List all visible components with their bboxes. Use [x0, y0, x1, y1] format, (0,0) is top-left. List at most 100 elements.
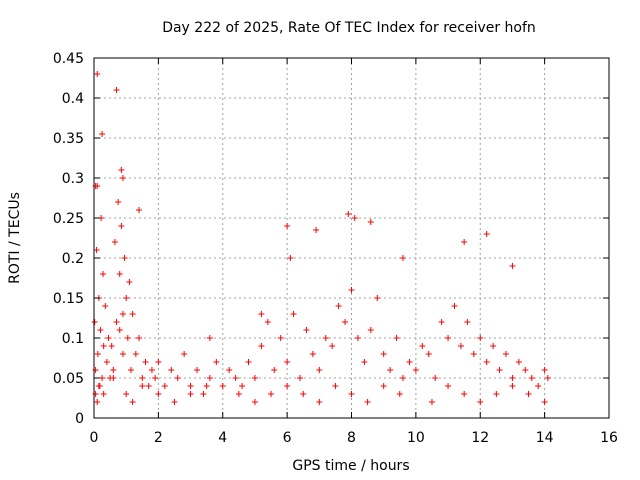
- data-point: [258, 311, 265, 317]
- y-tick-label: 0: [75, 411, 84, 427]
- data-point: [387, 367, 394, 373]
- data-point: [105, 335, 112, 341]
- data-point: [522, 367, 529, 373]
- data-point: [142, 359, 149, 365]
- data-point: [309, 351, 316, 357]
- data-point: [287, 255, 294, 261]
- x-tick-label: 2: [154, 430, 163, 446]
- data-point: [483, 231, 490, 237]
- data-point: [136, 207, 143, 213]
- data-point: [116, 271, 123, 277]
- data-point: [251, 375, 258, 381]
- data-point: [271, 367, 278, 373]
- data-point: [361, 359, 368, 365]
- data-point: [451, 303, 458, 309]
- data-point: [515, 359, 522, 365]
- data-point: [496, 367, 503, 373]
- data-point: [232, 375, 239, 381]
- data-point: [213, 359, 220, 365]
- data-point: [94, 71, 101, 77]
- data-point: [251, 399, 258, 405]
- data-points: [91, 71, 551, 405]
- y-tick-label: 0.1: [62, 331, 84, 347]
- data-point: [367, 219, 374, 225]
- y-tick-label: 0.15: [53, 291, 84, 307]
- data-point: [490, 343, 497, 349]
- x-tick-label: 0: [90, 430, 99, 446]
- data-point: [129, 311, 136, 317]
- data-point: [364, 399, 371, 405]
- chart-title: Day 222 of 2025, Rate Of TEC Index for r…: [162, 20, 536, 36]
- x-tick-label: 6: [283, 430, 292, 446]
- x-tick-label: 14: [536, 430, 554, 446]
- data-point: [445, 383, 452, 389]
- data-point: [226, 367, 233, 373]
- data-point: [342, 319, 349, 325]
- data-point: [374, 295, 381, 301]
- y-axis-title: ROTI / TECUs: [7, 192, 23, 284]
- data-point: [541, 399, 548, 405]
- data-point: [300, 391, 307, 397]
- data-point: [483, 359, 490, 365]
- data-point: [111, 239, 118, 245]
- data-point: [335, 303, 342, 309]
- data-point: [110, 367, 117, 373]
- data-point: [174, 375, 181, 381]
- data-point: [161, 383, 168, 389]
- data-point: [348, 287, 355, 293]
- y-tick-label: 0.4: [62, 91, 84, 107]
- data-point: [264, 319, 271, 325]
- x-axis: 0 2 4 6 8 10 12 14 16: [90, 58, 618, 446]
- data-point: [139, 375, 146, 381]
- data-point: [100, 343, 107, 349]
- data-point: [258, 343, 265, 349]
- data-point: [544, 375, 551, 381]
- data-point: [108, 343, 115, 349]
- data-point: [245, 359, 252, 365]
- x-tick-label: 10: [407, 430, 425, 446]
- data-point: [329, 343, 336, 349]
- x-tick-label: 4: [218, 430, 227, 446]
- data-point: [94, 351, 101, 357]
- data-point: [445, 335, 452, 341]
- data-point: [470, 351, 477, 357]
- data-point: [503, 351, 509, 357]
- data-point: [348, 391, 355, 397]
- data-point: [380, 351, 387, 357]
- data-point: [103, 359, 110, 365]
- data-point: [239, 383, 246, 389]
- data-point: [118, 223, 125, 229]
- data-point: [380, 383, 387, 389]
- data-point: [187, 383, 194, 389]
- data-point: [525, 391, 532, 397]
- data-point: [284, 359, 291, 365]
- data-point: [268, 391, 275, 397]
- y-axis: 0 0.05 0.1 0.15 0.2 0.25 0.3 0.35 0.4 0.45: [53, 51, 609, 427]
- data-point: [115, 199, 122, 205]
- data-point: [113, 87, 120, 93]
- data-point: [509, 383, 516, 389]
- data-point: [181, 351, 188, 357]
- x-tick-label: 16: [600, 430, 618, 446]
- data-point: [477, 399, 484, 405]
- data-point: [145, 383, 152, 389]
- data-point: [316, 399, 323, 405]
- data-point: [124, 335, 131, 341]
- data-point: [461, 239, 468, 245]
- data-point: [290, 311, 297, 317]
- data-point: [425, 351, 432, 357]
- data-point: [541, 367, 548, 373]
- data-point: [168, 367, 175, 373]
- data-point: [123, 391, 130, 397]
- data-point: [457, 343, 464, 349]
- data-point: [119, 175, 126, 181]
- y-tick-label: 0.35: [53, 131, 84, 147]
- data-point: [206, 335, 213, 341]
- data-point: [235, 391, 242, 397]
- data-point: [493, 391, 500, 397]
- data-point: [99, 131, 106, 137]
- data-point: [400, 255, 406, 261]
- data-point: [412, 367, 419, 373]
- x-axis-title: GPS time / hours: [292, 458, 409, 474]
